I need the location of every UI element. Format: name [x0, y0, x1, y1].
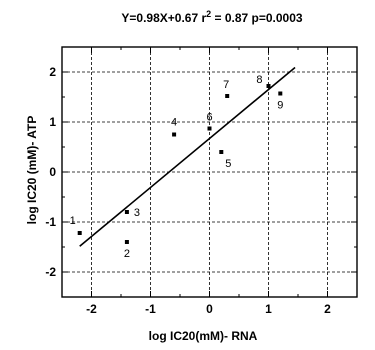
x-axis-label: log IC20(mM)- RNA: [149, 329, 258, 343]
y-tick-label: 2: [49, 65, 56, 79]
data-point: [266, 84, 271, 88]
data-point: [124, 210, 129, 214]
data-point: [219, 150, 224, 154]
chart-title-superscript: 2: [206, 9, 211, 19]
x-tick-label: -2: [86, 302, 97, 316]
chart-title: Y=0.98X+0.67 r2 = 0.87 p=0.0003: [121, 9, 302, 25]
y-tick-label: 0: [49, 165, 56, 179]
data-point-label: 5: [225, 158, 231, 170]
regression-line-group: [79, 66, 296, 247]
data-point-label: 6: [206, 112, 212, 124]
data-point: [207, 126, 212, 131]
axis-ticks: -2 -1 0 1 2 -2 -1 0 1 2: [45, 46, 358, 316]
y-tick-label: -1: [45, 215, 56, 229]
y-tick-label: 1: [49, 115, 56, 129]
data-point-label: 4: [171, 117, 177, 129]
data-point-label: 2: [124, 248, 130, 260]
data-point: [124, 240, 129, 244]
data-point: [77, 231, 82, 235]
data-point: [278, 91, 283, 96]
data-point-label: 1: [70, 215, 76, 227]
x-tick-label: 2: [324, 302, 331, 316]
chart-title-main: Y=0.98X+0.67 r: [121, 11, 206, 25]
y-tick-label: -2: [45, 265, 56, 279]
x-tick-label: 0: [206, 302, 213, 316]
data-point-label: 7: [223, 79, 229, 91]
data-point-label: 9: [277, 100, 283, 112]
data-point: [172, 132, 177, 137]
x-tick-label: 1: [265, 302, 272, 316]
regression-line: [79, 66, 296, 247]
data-point-label: 8: [256, 74, 262, 86]
data-points: 1 2 3 4 5 6 7 8 9: [70, 74, 284, 260]
grid-lines: [62, 47, 357, 297]
chart-title-stats: = 0.87 p=0.0003: [211, 11, 303, 25]
x-tick-label: -1: [145, 302, 156, 316]
data-point: [225, 94, 230, 98]
y-axis-label: log IC20 (mM)- ATP: [25, 116, 39, 225]
data-point-label: 3: [134, 207, 140, 219]
